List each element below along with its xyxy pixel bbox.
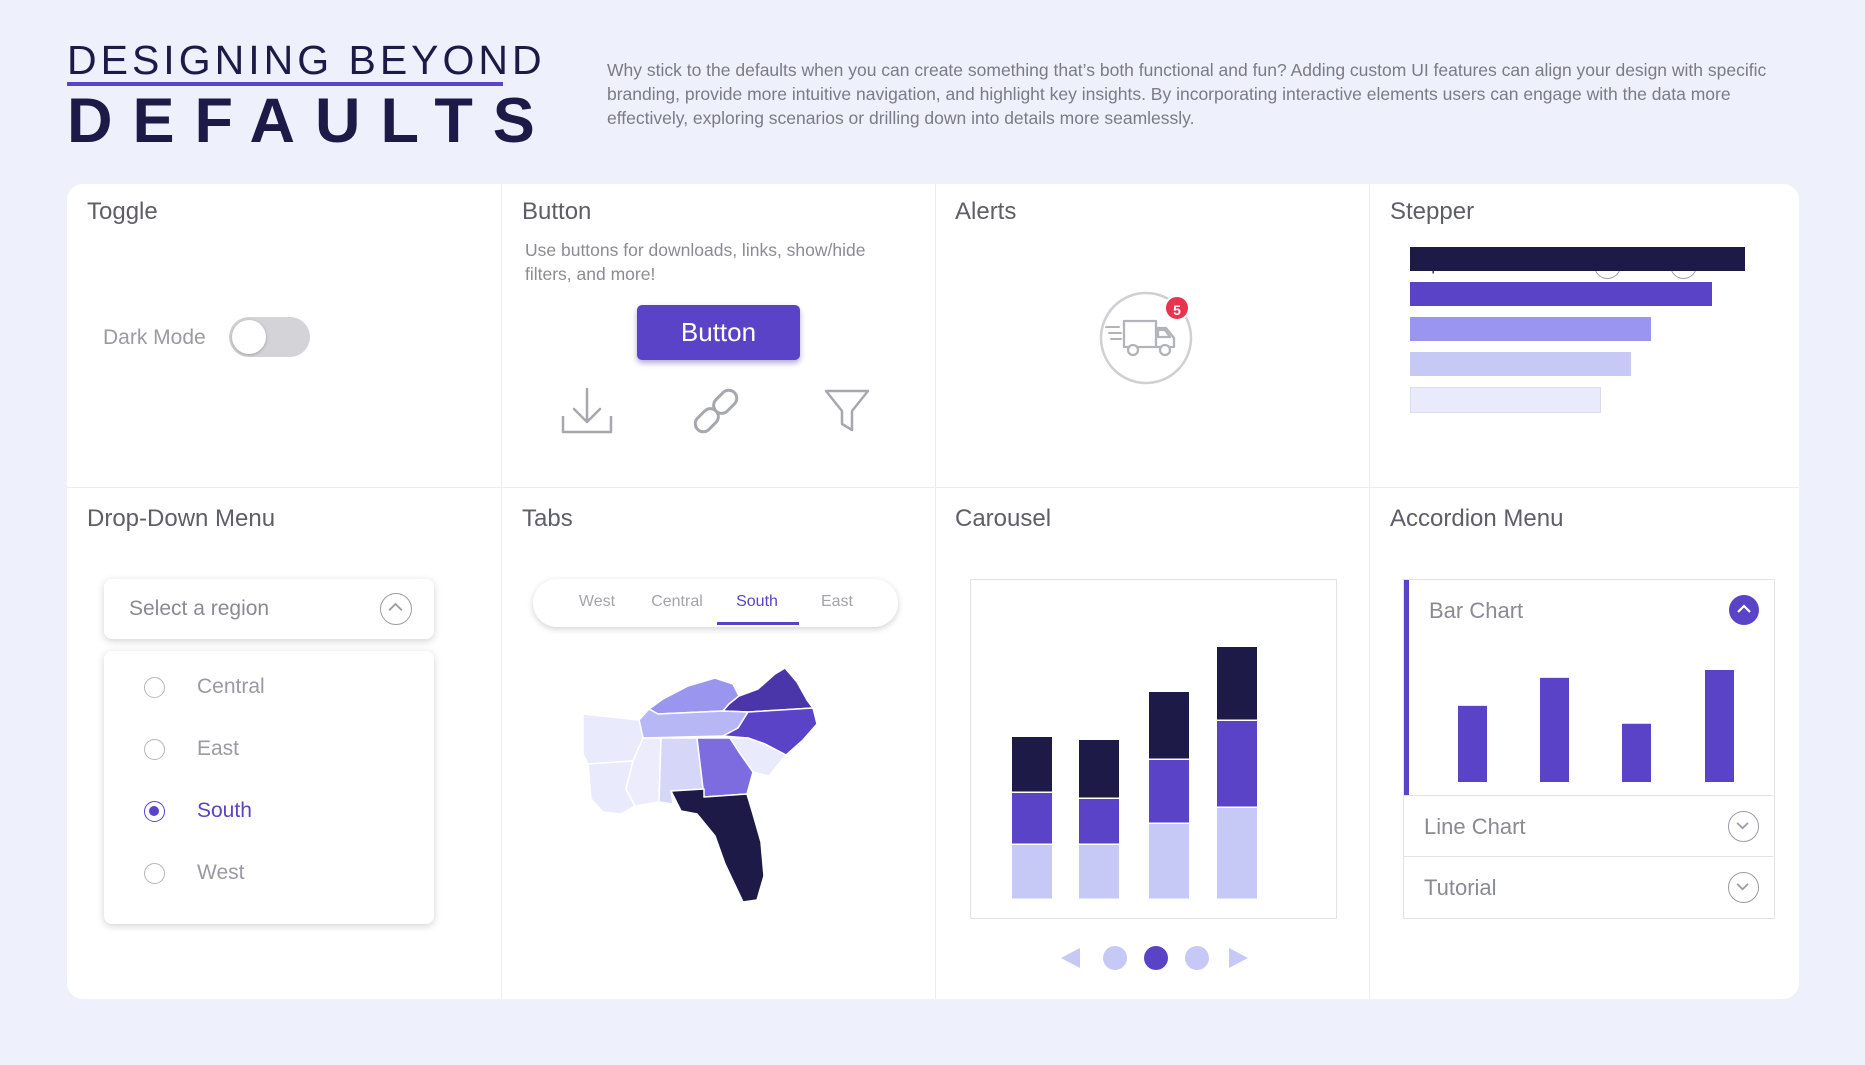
card-title: Alerts xyxy=(955,198,1017,225)
download-icon[interactable] xyxy=(559,384,615,438)
title-divider xyxy=(67,82,503,86)
bar-segment xyxy=(1012,845,1052,899)
accordion-card: Accordion Menu Bar Chart Line Chart Tuto… xyxy=(1369,487,1799,999)
card-title: Carousel xyxy=(955,505,1052,532)
bar-segment xyxy=(1079,845,1119,899)
accordion-item-title[interactable]: Bar Chart xyxy=(1429,598,1524,623)
active-tab-indicator xyxy=(717,622,799,625)
tab-central[interactable]: Central xyxy=(651,593,703,610)
card-title: Button xyxy=(522,198,592,225)
chart-bar xyxy=(1705,670,1734,782)
divider xyxy=(501,184,502,999)
tab-west[interactable]: West xyxy=(578,593,616,610)
bar-segment xyxy=(1217,647,1257,720)
option-label: West xyxy=(197,861,245,884)
title-top: DESIGNING BEYOND xyxy=(67,37,546,83)
carousel-next-arrow[interactable] xyxy=(1229,948,1248,968)
accordion-item-title: Tutorial xyxy=(1424,875,1497,900)
dropdown-placeholder: Select a region xyxy=(129,597,270,620)
carousel-dot[interactable] xyxy=(1144,946,1168,970)
bar-segment xyxy=(1149,692,1189,759)
carousel-slide xyxy=(970,579,1337,919)
component-board: Toggle Dark Mode Button Use buttons for … xyxy=(67,184,1799,999)
chart-bar xyxy=(1622,723,1651,782)
card-title: Accordion Menu xyxy=(1390,505,1564,532)
stacked-bar-chart xyxy=(1012,647,1257,899)
bar-segment xyxy=(1149,760,1189,823)
stepper-card: Stepper Top 5 Manufacturers − 5 + xyxy=(1369,184,1799,487)
filter-icon[interactable] xyxy=(819,384,875,438)
bar-segment xyxy=(1149,824,1189,899)
chevron-up-icon[interactable] xyxy=(1729,595,1759,625)
tab-south[interactable]: South xyxy=(736,593,778,610)
map-state-arkansas xyxy=(582,713,644,765)
button-description: Use buttons for downloads, links, show/h… xyxy=(525,240,866,284)
tab-east[interactable]: East xyxy=(820,593,853,610)
bar-segment xyxy=(1079,740,1119,798)
bar-segment xyxy=(1217,808,1257,899)
region-dropdown[interactable]: Select a region xyxy=(104,579,434,639)
tabs-card: Tabs West Central South East xyxy=(501,487,935,999)
map-state-florida xyxy=(670,788,765,903)
south-region-map xyxy=(582,667,818,903)
map-state-south-carolina xyxy=(729,737,787,777)
manufacturer-bar xyxy=(1410,247,1745,271)
bar-segment xyxy=(1012,737,1052,792)
bar-chart xyxy=(1458,670,1734,782)
chevron-down-icon[interactable] xyxy=(1728,872,1759,903)
alert-count-badge: 5 xyxy=(1164,295,1190,321)
chevron-up-icon[interactable] xyxy=(380,593,412,625)
radio-button[interactable] xyxy=(144,863,165,884)
manufacturer-bar xyxy=(1410,317,1651,341)
carousel-dot[interactable] xyxy=(1185,946,1209,970)
option-label: South xyxy=(197,799,252,822)
bar-segment xyxy=(1079,799,1119,844)
manufacturer-bar xyxy=(1410,387,1601,413)
chevron-down-icon[interactable] xyxy=(1728,811,1759,842)
title-main: DEFAULTS xyxy=(67,86,555,156)
divider xyxy=(1369,184,1370,999)
intro-text: Why stick to the defaults when you can c… xyxy=(607,60,1767,128)
chart-bar xyxy=(1458,705,1487,782)
radio-button[interactable] xyxy=(144,677,165,698)
card-title: Tabs xyxy=(522,505,573,532)
link-icon[interactable] xyxy=(688,384,744,438)
carousel-prev-arrow[interactable] xyxy=(1061,948,1080,968)
carousel-dot[interactable] xyxy=(1103,946,1127,970)
region-tabs: West Central South East xyxy=(533,579,898,627)
dropdown-options: Central East South West xyxy=(104,651,434,924)
bar-segment xyxy=(1217,721,1257,807)
accordion-item-line-chart[interactable]: Line Chart xyxy=(1404,795,1773,856)
carousel-card: Carousel xyxy=(935,487,1369,999)
toggle-card: Toggle Dark Mode xyxy=(67,184,501,487)
dark-mode-toggle[interactable] xyxy=(229,317,310,357)
alerts-card: Alerts 5 xyxy=(935,184,1369,487)
card-title: Toggle xyxy=(87,198,158,225)
card-title: Stepper xyxy=(1390,198,1475,225)
bar-segment xyxy=(1012,793,1052,844)
demo-button[interactable]: Button xyxy=(637,305,800,360)
toggle-label: Dark Mode xyxy=(103,326,206,349)
option-label: East xyxy=(197,737,240,760)
divider xyxy=(67,487,1799,488)
manufacturer-bar xyxy=(1410,352,1631,376)
chart-bar xyxy=(1540,677,1569,782)
dropdown-card: Drop-Down Menu Select a region Central E… xyxy=(67,487,501,999)
divider xyxy=(935,184,936,999)
brand-title: DESIGNING BEYOND DEFAULTS xyxy=(67,37,555,156)
option-label: Central xyxy=(197,675,265,698)
accordion-item-tutorial[interactable]: Tutorial xyxy=(1404,856,1773,917)
accordion-item-title: Line Chart xyxy=(1424,814,1526,839)
button-card: Button Use buttons for downloads, links,… xyxy=(501,184,935,487)
radio-button[interactable] xyxy=(144,739,165,760)
accordion-item-bar-chart: Bar Chart xyxy=(1404,580,1773,795)
radio-button[interactable] xyxy=(144,801,165,822)
accordion-menu: Bar Chart Line Chart Tutorial xyxy=(1403,579,1775,919)
card-title: Drop-Down Menu xyxy=(87,505,276,532)
manufacturer-bar xyxy=(1410,282,1712,306)
toggle-knob xyxy=(232,320,266,354)
